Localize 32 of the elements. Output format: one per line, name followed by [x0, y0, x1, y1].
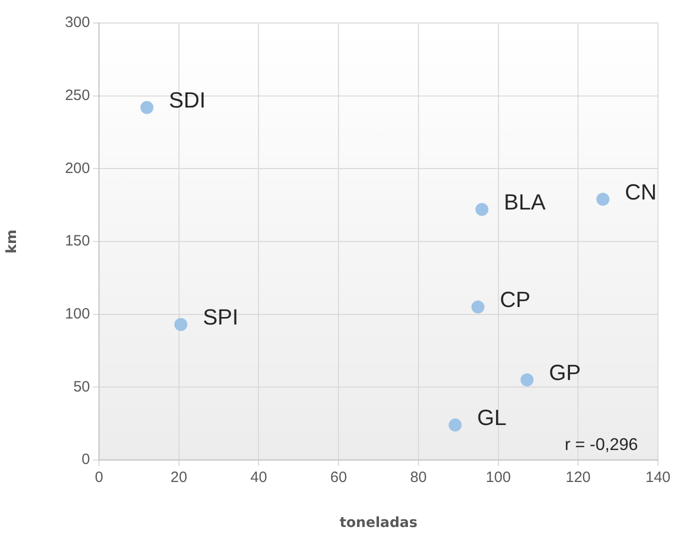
- point: [596, 192, 610, 206]
- point: [475, 202, 488, 216]
- x-tick-label: 40: [250, 469, 268, 486]
- x-tick-label: 20: [170, 469, 188, 486]
- x-tick-label: 100: [486, 469, 511, 486]
- annotation: SPI: [202, 304, 238, 330]
- y-tick-label: 200: [64, 160, 90, 177]
- x-tick-label: 80: [410, 469, 427, 486]
- y-tick-label: 300: [64, 14, 90, 32]
- y-tick-label: 50: [73, 378, 90, 396]
- annotation: SDI: [168, 88, 206, 113]
- y-tick-label: 100: [64, 305, 90, 322]
- annotation: GL: [477, 405, 507, 430]
- point: [448, 418, 462, 432]
- point: [174, 318, 188, 332]
- annotation: BLA: [504, 190, 546, 215]
- y-tick-label: 0: [82, 451, 90, 468]
- x-tick-label: 0: [94, 469, 104, 486]
- x-tick-label: 60: [330, 469, 347, 486]
- annotation: CP: [500, 287, 530, 312]
- point: [520, 373, 534, 386]
- x-tick-label: 120: [566, 469, 591, 486]
- annotation: r = -0,296: [564, 435, 638, 454]
- y-tick-label: 250: [64, 86, 90, 104]
- annotation: GP: [549, 360, 581, 385]
- annotation: CN: [624, 179, 657, 204]
- y-axis-title: km: [4, 230, 20, 254]
- y-tick-label: 150: [64, 232, 90, 250]
- point: [471, 300, 484, 314]
- point: [140, 100, 154, 114]
- x-axis-title: toneladas: [340, 515, 418, 532]
- x-tick-label: 140: [645, 469, 671, 486]
